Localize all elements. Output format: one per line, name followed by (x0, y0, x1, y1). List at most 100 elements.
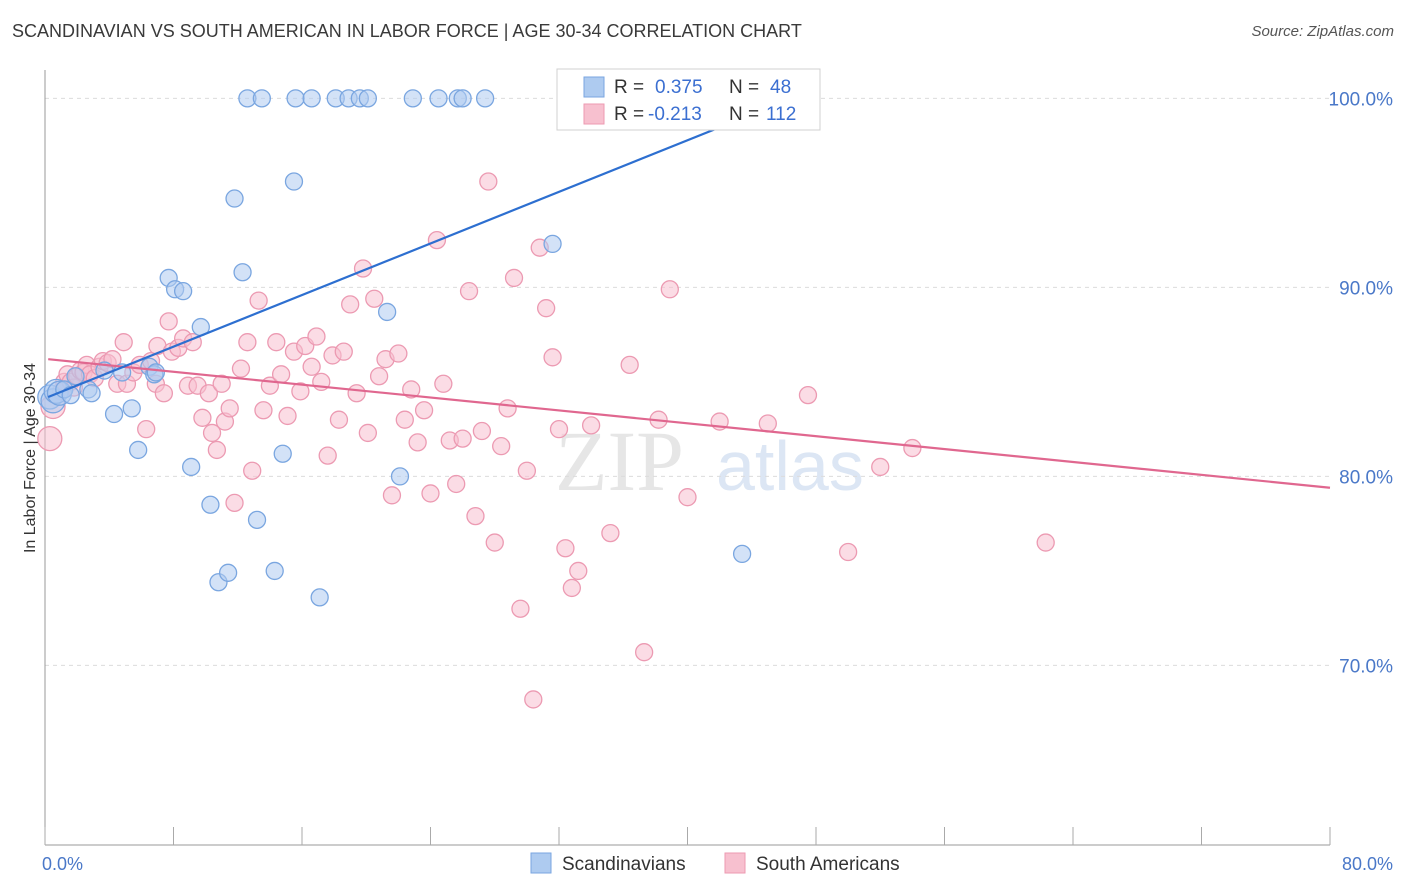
south-americans-point (395, 410, 414, 429)
south-americans-point (154, 384, 174, 403)
south-americans-point (1036, 533, 1055, 552)
series-south-americans (37, 172, 1055, 709)
south-americans-point (225, 493, 244, 513)
scandinavians-point (122, 399, 141, 418)
scandinavians-point (82, 384, 101, 403)
south-americans-point (434, 374, 453, 393)
south-americans-point (678, 488, 697, 507)
source-label: Source: ZipAtlas.com (1251, 23, 1394, 40)
south-americans-point (114, 333, 133, 352)
scandinavians-point (201, 495, 220, 514)
scandinavians-point (429, 89, 448, 108)
south-americans-point (249, 291, 268, 310)
scandinavians-point (247, 510, 267, 530)
south-americans-point (485, 533, 504, 552)
south-americans-point (414, 401, 434, 420)
south-americans-point (202, 423, 222, 443)
south-americans-point (838, 542, 858, 562)
scandinavians-point (233, 263, 252, 282)
scandinavians-point (732, 544, 752, 564)
south-americans-point (447, 474, 466, 494)
south-americans-point (402, 380, 421, 399)
trend-line-scandinavians (47, 97, 793, 399)
south-americans-point (334, 342, 353, 361)
scandinavians-point (61, 385, 80, 405)
chart-title: SCANDINAVIAN VS SOUTH AMERICAN IN LABOR … (12, 21, 802, 41)
south-americans-point (231, 359, 251, 378)
south-americans-point (193, 408, 212, 427)
south-americans-point (365, 289, 384, 308)
scandinavians-point (129, 440, 148, 460)
south-americans-point (479, 172, 498, 191)
south-americans-point (291, 382, 310, 401)
south-americans-point (199, 384, 218, 403)
south-americans-point (472, 421, 492, 441)
south-americans-point (634, 643, 654, 662)
south-americans-point (562, 578, 581, 598)
scandinavians-point (182, 457, 201, 477)
south-americans-point (347, 384, 366, 403)
south-americans-point (492, 437, 511, 456)
bottom-legend-label-south-americans: South Americans (756, 854, 900, 875)
legend-r-value-1: 0.375 (655, 77, 703, 98)
scandinavians-point (390, 467, 410, 486)
legend: R = 0.375 N = 48 R = -0.213 N = 112 (556, 68, 821, 131)
scandinavians-point (302, 89, 321, 108)
scandinavians-point (104, 404, 124, 424)
south-americans-point (466, 506, 485, 526)
south-americans-point (243, 461, 262, 480)
south-americans-point (271, 365, 291, 384)
scandinavians-point (218, 563, 238, 582)
legend-r-label-2: R = (614, 104, 644, 125)
scandinavians-point (286, 89, 305, 108)
south-americans-point (254, 401, 273, 420)
south-americans-point (758, 414, 777, 433)
south-americans-point (871, 457, 890, 477)
scandinavians-point (265, 561, 284, 581)
south-americans-point (524, 690, 543, 709)
scandinavians-point (273, 444, 292, 463)
bottom-legend-label-scandinavians: Scandinavians (562, 854, 686, 875)
south-americans-point (421, 484, 440, 503)
south-americans-point (798, 385, 818, 405)
legend-swatch-scandinavians (583, 76, 605, 98)
scandinavians-point (453, 89, 472, 108)
x-ticks (44, 827, 1331, 845)
south-americans-point (37, 425, 63, 452)
scandinavians-point (358, 89, 378, 108)
scandinavians-point (475, 89, 495, 108)
south-americans-point (212, 374, 231, 393)
y-tick-label-80: 80.0% (1339, 467, 1393, 488)
south-americans-point (307, 327, 326, 346)
south-americans-point (620, 355, 639, 375)
watermark-zip: ZIP (555, 413, 684, 509)
scandinavians-point (310, 588, 329, 607)
south-americans-point (517, 461, 537, 480)
y-axis-label: In Labor Force | Age 30-34 (22, 363, 39, 553)
legend-n-label-1: N = (729, 77, 759, 98)
south-americans-point (459, 282, 479, 301)
scandinavians-point (543, 234, 562, 254)
scandinavians-point (284, 172, 304, 191)
south-americans-point (660, 280, 679, 299)
south-americans-point (498, 399, 517, 418)
south-americans-point (341, 295, 360, 314)
scandinavians-point (377, 302, 397, 322)
south-americans-point (278, 406, 297, 426)
x-tick-label-max: 80.0% (1342, 854, 1393, 874)
south-americans-point (207, 440, 227, 460)
grid (45, 97, 1330, 666)
south-americans-point (329, 410, 349, 429)
south-americans-point (267, 333, 286, 352)
south-americans-point (408, 433, 427, 452)
y-tick-labels: 70.0% 80.0% 90.0% 100.0% (1329, 89, 1394, 677)
scandinavians-point (403, 89, 422, 108)
south-americans-point (318, 446, 337, 465)
south-americans-point (537, 299, 556, 318)
watermark: ZIP atlas (555, 413, 864, 509)
legend-n-value-2: 112 (766, 104, 796, 125)
legend-r-label-1: R = (614, 77, 644, 98)
bottom-legend-swatch-south-americans (724, 852, 746, 874)
bottom-legend: Scandinavians South Americans (530, 852, 900, 875)
